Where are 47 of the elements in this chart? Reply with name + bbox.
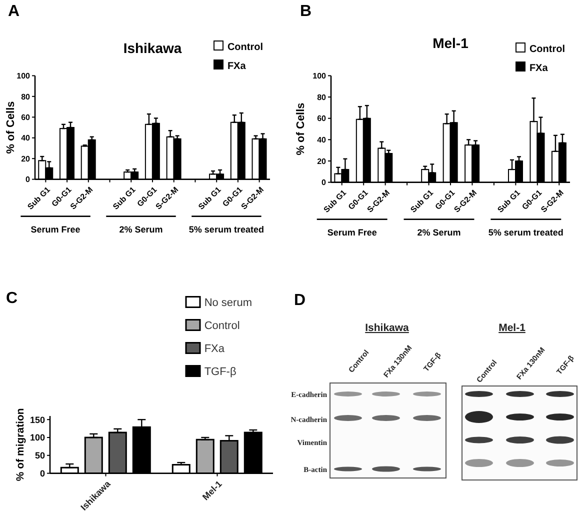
text: A xyxy=(8,3,20,21)
legend-label: FXa xyxy=(529,63,548,74)
y-axis-title: % of Cells xyxy=(294,102,307,156)
text: D xyxy=(294,292,306,309)
text: 5% serum treated xyxy=(188,224,264,234)
x-tick-label: Sub G1 xyxy=(496,188,522,214)
y-tick-label: 100 xyxy=(312,72,327,81)
chart-title: Ishikawa xyxy=(123,40,182,56)
y-tick-label: 80 xyxy=(21,92,31,102)
y-tick-label: 20 xyxy=(317,156,327,166)
text: Mel-1 xyxy=(498,322,526,334)
text: C xyxy=(6,290,18,308)
text: 2% Serum xyxy=(119,224,163,234)
y-axis-title: % of Cells xyxy=(4,101,17,154)
x-tick-label: Sub G1 xyxy=(408,188,436,214)
y-tick-label: 40 xyxy=(21,134,31,143)
x-tick-label: Sub G1 xyxy=(322,188,348,214)
legend-label: FXa xyxy=(227,61,246,72)
legend-label: FXa xyxy=(204,343,224,355)
legend-label: No serum xyxy=(204,297,252,309)
y-tick-label: 20 xyxy=(21,154,31,164)
text: 5% serum treated xyxy=(488,227,564,238)
y-tick-label: 40 xyxy=(317,136,327,144)
chart-title: Mel-1 xyxy=(432,35,468,51)
y-tick-label: 60 xyxy=(21,112,31,122)
x-tick-label: Sub G1 xyxy=(26,184,52,212)
y-tick-label: 100 xyxy=(30,432,45,443)
legend-label: Control xyxy=(204,320,240,332)
y-tick-label: 80 xyxy=(317,92,327,102)
legend-label: Control xyxy=(227,42,263,53)
text: Serum Free xyxy=(30,224,80,234)
y-tick-label: 60 xyxy=(317,114,327,124)
x-tick-label: Sub G1 xyxy=(111,184,138,212)
y-tick-label: 150 xyxy=(30,414,45,425)
legend-label: Control xyxy=(529,44,565,55)
legend-label: TGF-β xyxy=(204,366,236,378)
y-tick-label: 50 xyxy=(34,450,45,461)
text: Ishikawa xyxy=(365,322,410,334)
y-axis-title: % of migration xyxy=(14,408,27,482)
x-tick-label: Sub G1 xyxy=(196,184,224,212)
text: 2% Serum xyxy=(417,227,461,238)
y-tick-label: 100 xyxy=(16,72,31,81)
y-tick-label: 0 xyxy=(26,175,31,184)
text: Serum Free xyxy=(327,227,377,238)
y-tick-label: 0 xyxy=(40,468,45,478)
text: B xyxy=(300,3,312,21)
y-tick-label: 0 xyxy=(322,178,327,188)
